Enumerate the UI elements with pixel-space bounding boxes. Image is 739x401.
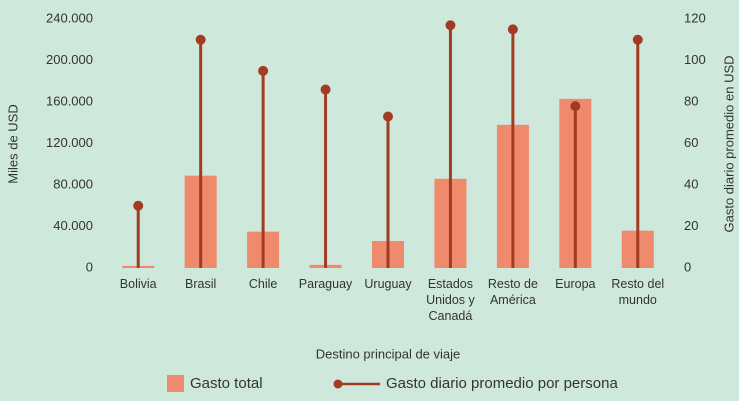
y2-tick-label: 120 — [684, 10, 706, 25]
lollipop-dot — [320, 84, 331, 95]
y-tick-label: 240.000 — [46, 10, 93, 25]
x-tick-label: Paraguay — [298, 277, 353, 291]
legend-label: Gasto total — [190, 375, 263, 392]
y2-tick-label: 40 — [684, 176, 698, 191]
lollipop-dot — [507, 24, 518, 35]
x-tick-label: Europa — [555, 277, 596, 291]
lollipop-dot — [445, 20, 456, 31]
x-tick-label: Resto del mundo — [611, 277, 665, 307]
y-tick-label: 0 — [86, 259, 93, 274]
x-tick-label: Uruguay — [364, 277, 412, 291]
y2-axis-title: Gasto diario promedio en USD — [721, 55, 736, 232]
y2-tick-label: 20 — [684, 218, 698, 233]
lollipop-dot — [258, 65, 269, 76]
x-tick-label: Estados Unidos y Canadá — [426, 277, 475, 323]
y-tick-label: 200.000 — [46, 52, 93, 67]
x-tick-label: Bolivia — [119, 277, 157, 291]
y-axis-title: Miles de USD — [5, 104, 20, 183]
legend-swatch — [167, 375, 184, 392]
x-axis-title: Destino principal de viaje — [316, 346, 461, 361]
x-tick-label: Brasil — [185, 277, 217, 291]
lollipop-dot — [570, 101, 581, 112]
x-tick-label: Chile — [248, 277, 278, 291]
lollipop-dot — [133, 200, 144, 211]
y-tick-label: 80.000 — [53, 176, 93, 191]
lollipop-dot — [195, 34, 206, 45]
y2-tick-label: 80 — [684, 93, 698, 108]
legend-marker — [333, 379, 343, 389]
y-tick-label: 120.000 — [46, 135, 93, 150]
y2-tick-label: 0 — [684, 259, 691, 274]
y-tick-label: 160.000 — [46, 93, 93, 108]
legend-label: Gasto diario promedio por persona — [386, 375, 618, 392]
lollipop-dot — [383, 111, 393, 122]
y2-tick-label: 60 — [684, 135, 698, 150]
lollipop-dot — [632, 34, 643, 45]
y2-tick-label: 100 — [684, 52, 706, 67]
x-tick-label: Resto de América — [487, 277, 538, 307]
y-tick-label: 40.000 — [53, 218, 93, 233]
